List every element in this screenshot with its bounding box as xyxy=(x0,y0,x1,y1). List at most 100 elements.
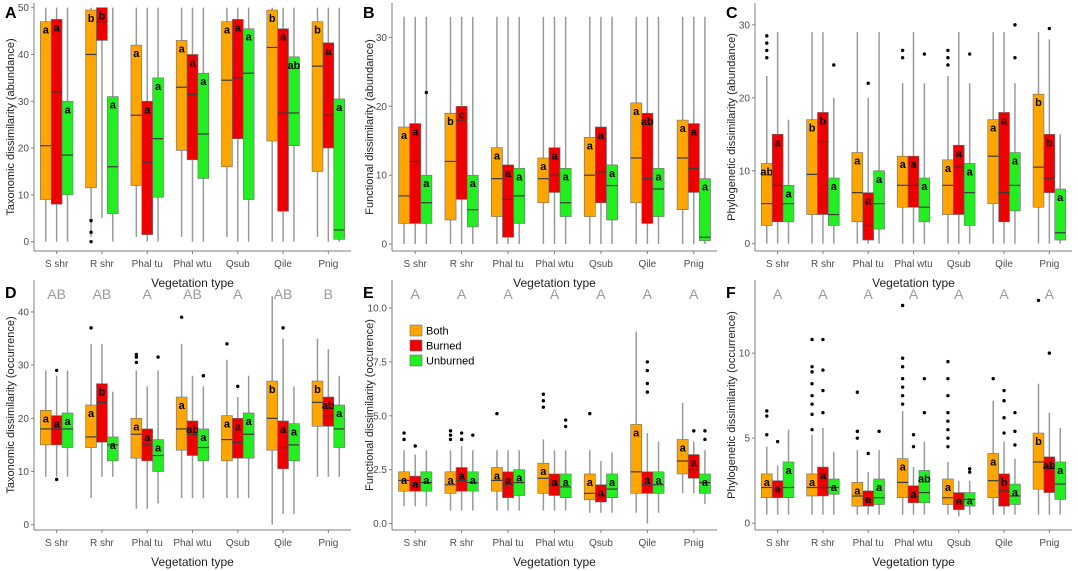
box-burned: a xyxy=(687,16,700,245)
outlier-point xyxy=(1002,399,1006,403)
box-body xyxy=(559,473,572,498)
y-tick-label: 40 xyxy=(18,307,30,318)
legend-label: Both xyxy=(426,326,449,338)
outlier-point xyxy=(89,218,93,223)
outlier-point xyxy=(1047,351,1052,355)
box-burned: a xyxy=(232,7,244,242)
x-tick-label: Phal wtu xyxy=(173,538,211,549)
outlier-point xyxy=(810,365,814,369)
box-burned: a xyxy=(595,461,607,513)
box-significance-letter: a xyxy=(200,432,207,444)
x-tick-label: R shr xyxy=(90,538,115,549)
panel-B: 0 10 20 30B Functional dissimilarity (abunda… xyxy=(363,3,717,290)
outlier-point xyxy=(1013,56,1017,60)
outlier-point xyxy=(832,63,836,67)
box-body xyxy=(559,168,572,217)
outlier-point xyxy=(821,388,825,393)
group-significance-letter: A xyxy=(411,286,421,302)
box-both: b xyxy=(311,7,324,237)
x-tick-label: Qsub xyxy=(947,259,971,270)
box-significance-letter: a xyxy=(88,408,95,420)
box-body xyxy=(96,383,108,443)
box-both: a xyxy=(491,411,503,511)
box-body xyxy=(1043,133,1056,193)
box-significance-letter: a xyxy=(43,25,50,37)
x-tick-label: Phal tu xyxy=(493,538,524,549)
box-body xyxy=(266,380,278,451)
box-significance-letter: a xyxy=(133,48,140,60)
box-significance-letter: a xyxy=(54,419,61,431)
panel-D: 0 10 20 30 40D Taxonomic dissimilarity (occur… xyxy=(5,280,351,569)
box-burned: b xyxy=(817,32,829,244)
box-significance-letter: a xyxy=(775,137,782,149)
outlier-point xyxy=(877,429,881,434)
box-significance-letter: a xyxy=(1057,192,1064,204)
box-significance-letter: a xyxy=(876,482,883,494)
box-significance-letter: a xyxy=(598,488,605,500)
box-both: a xyxy=(491,16,503,245)
box-significance-letter: a xyxy=(967,496,974,508)
box-burned: a xyxy=(186,7,199,242)
y-tick-label: 10 xyxy=(739,166,751,177)
x-tick-label: R shr xyxy=(90,259,115,270)
box-significance-letter: a xyxy=(179,43,186,55)
group-significance-letter: A xyxy=(999,286,1009,302)
box-significance-letter: b xyxy=(314,384,321,396)
box-burned: a xyxy=(771,32,784,244)
box-significance-letter: a xyxy=(54,22,61,34)
box-significance-letter: a xyxy=(680,123,687,135)
outlier-point xyxy=(1036,298,1041,303)
box-significance-letter: b xyxy=(1035,436,1042,448)
box-significance-letter: a xyxy=(900,159,907,171)
box-unburned: a xyxy=(918,52,931,244)
box-unburned: a xyxy=(606,452,618,513)
box-unburned: a xyxy=(873,32,885,244)
box-body xyxy=(288,56,300,147)
box-significance-letter: a xyxy=(563,171,570,183)
box-significance-letter: ab xyxy=(322,400,335,412)
outlier-point xyxy=(810,370,814,374)
box-unburned: a xyxy=(333,375,345,477)
outlier-point xyxy=(1002,388,1006,393)
x-tick-label: Qsub xyxy=(226,538,250,549)
panel-label: D xyxy=(5,285,17,302)
outlier-point xyxy=(946,419,950,423)
outlier-point xyxy=(765,34,769,38)
y-axis-title: Taxonomic dissimilarity (abundance) xyxy=(5,38,17,215)
outlier-point xyxy=(541,392,546,396)
box-unburned: a xyxy=(466,433,479,511)
box-significance-letter: ab xyxy=(918,473,931,485)
outlier-point xyxy=(967,467,972,471)
y-tick-label: 10.0 xyxy=(368,304,388,315)
box-significance-letter: a xyxy=(702,477,709,489)
y-tick-label: 5.0 xyxy=(373,411,387,422)
outlier-point xyxy=(991,376,995,381)
outlier-point xyxy=(775,439,780,444)
outlier-point xyxy=(900,48,905,53)
box-body xyxy=(242,412,255,459)
y-tick-label: 20 xyxy=(739,93,751,104)
box-body xyxy=(873,478,885,505)
outlier-point xyxy=(156,355,160,359)
box-both: a xyxy=(806,337,818,515)
box-burned: a xyxy=(817,337,829,515)
box-significance-letter: a xyxy=(865,494,872,506)
y-tick-label: 0 xyxy=(744,519,750,530)
box-both: a xyxy=(942,359,954,515)
box-unburned: a xyxy=(513,16,526,245)
box-burned: a xyxy=(455,431,468,511)
x-tick-label: Pnig xyxy=(684,538,704,549)
box-burned: b xyxy=(1043,26,1056,244)
box-significance-letter: b xyxy=(99,387,106,399)
box-unburned: a xyxy=(513,450,526,511)
outlier-point xyxy=(563,418,568,422)
panel-label: F xyxy=(726,285,736,302)
box-significance-letter: a xyxy=(516,171,523,183)
box-body xyxy=(641,112,654,224)
box-significance-letter: a xyxy=(179,400,186,412)
box-unburned: a xyxy=(1054,427,1066,515)
x-tick-label: R shr xyxy=(811,538,836,549)
box-significance-letter: b xyxy=(269,13,276,25)
box-both: a xyxy=(583,16,596,245)
